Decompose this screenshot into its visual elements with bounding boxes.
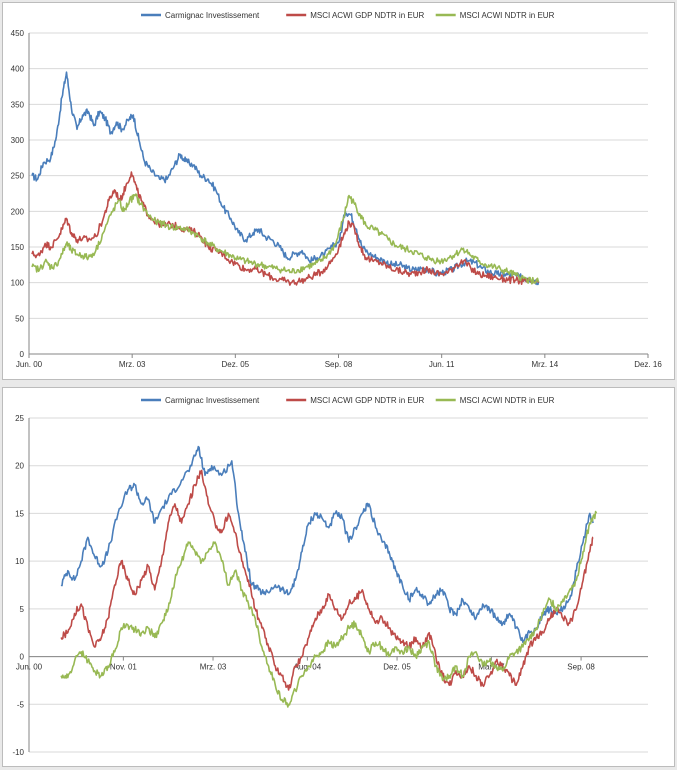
x-tick-label: Jun. 11 [429,360,455,369]
x-tick-label: Sep. 08 [567,663,595,672]
x-tick-label: Dez. 16 [634,360,662,369]
y-tick-label: 450 [11,29,25,38]
series-line-2 [31,171,540,286]
y-tick-label: 350 [11,100,25,109]
y-tick-label: 5 [20,605,25,614]
y-tick-label: 0 [20,653,25,662]
legend-entry: MSCI ACWI GDP NDTR in EUR [310,396,424,405]
y-tick-label: 400 [11,65,25,74]
legend-entry: MSCI ACWI GDP NDTR in EUR [310,11,424,20]
x-tick-label: Mrz. 03 [200,663,227,672]
y-tick-label: 0 [20,350,25,359]
x-tick-label: Dez. 05 [222,360,250,369]
legend-entry: MSCI ACWI NDTR in EUR [460,11,555,20]
x-tick-label: Sep. 08 [325,360,353,369]
series-line-1 [60,445,594,644]
legend-entry: Carmignac Investissement [165,11,260,20]
x-tick-label: Jun. 00 [16,663,43,672]
series-line-3 [31,193,540,285]
y-tick-label: 15 [15,509,24,518]
x-tick-label: Jun. 00 [16,360,43,369]
y-tick-label: -5 [17,700,25,709]
y-tick-label: 50 [15,314,24,323]
y-tick-label: 10 [15,557,24,566]
series-line-3 [60,510,598,708]
series-line-1 [31,71,540,286]
y-tick-label: -10 [12,748,24,757]
y-tick-label: 250 [11,172,25,181]
x-tick-label: Dez. 05 [383,663,411,672]
legend-entry: Carmignac Investissement [165,396,260,405]
series-line-2 [60,469,594,691]
y-tick-label: 20 [15,462,24,471]
y-tick-label: 25 [15,414,24,423]
x-tick-label: Nov. 01 [110,663,138,672]
chart-panel-2: -10 -5 0 5 10 15 20 25 Jun. 00 Nov. 01 Mrz. 03 Aug.… [2,387,675,767]
y-tick-label: 100 [11,279,25,288]
chart-panel-1: 0 50 100 150 200 250 300 350 400 450 Jun. 00 Mrz. 0… [2,2,675,380]
x-tick-label: Mrz. 14 [531,360,558,369]
x-tick-label: Mrz. 03 [119,360,146,369]
y-tick-label: 300 [11,136,25,145]
y-tick-label: 150 [11,243,25,252]
legend-entry: MSCI ACWI NDTR in EUR [460,396,555,405]
y-tick-label: 200 [11,207,25,216]
chart-1-svg: 0 50 100 150 200 250 300 350 400 450 Jun. 00 Mrz. 0… [11,11,663,369]
